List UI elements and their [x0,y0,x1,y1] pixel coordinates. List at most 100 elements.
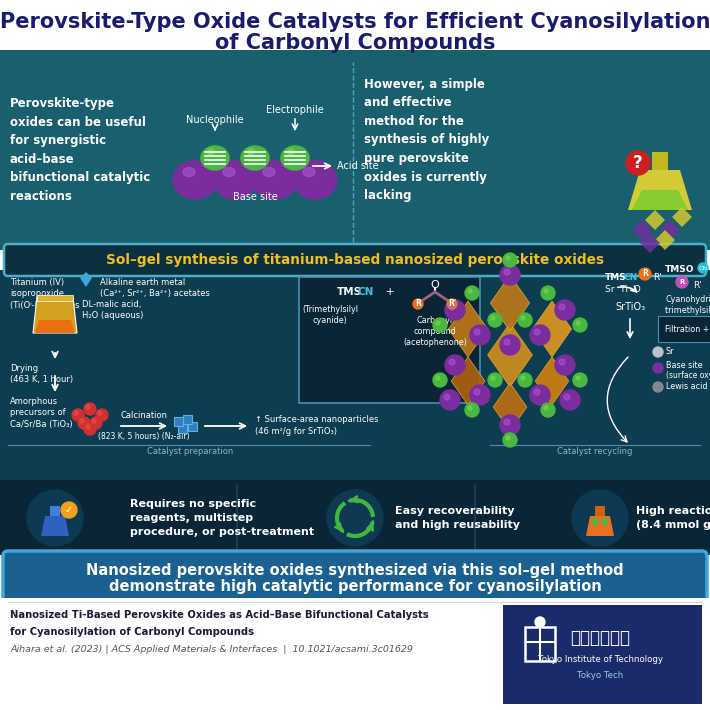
Circle shape [86,425,90,429]
Text: Base site: Base site [233,192,278,202]
Text: CN: CN [624,273,638,283]
Ellipse shape [248,149,254,155]
Circle shape [449,359,455,365]
Circle shape [544,406,548,410]
Text: Calcination: Calcination [121,411,168,420]
Circle shape [96,409,108,421]
Circle shape [576,376,580,380]
Circle shape [576,321,580,325]
Text: Aihara et al. (2023) | ACS Applied Materials & Interfaces  |  10.1021/acsami.3c0: Aihara et al. (2023) | ACS Applied Mater… [10,645,413,655]
Text: ✓: ✓ [65,505,73,515]
Text: (surface oxygen): (surface oxygen) [666,371,710,380]
Polygon shape [672,207,692,227]
Circle shape [573,318,587,332]
Circle shape [74,411,78,415]
Text: Requires no specific
reagents, multistep
procedure, or post-treatment: Requires no specific reagents, multistep… [130,499,314,537]
Polygon shape [645,210,665,230]
Circle shape [449,304,455,310]
Text: (823 K, 5 hours) (N₂-air): (823 K, 5 hours) (N₂-air) [98,432,190,441]
FancyBboxPatch shape [652,152,668,170]
Circle shape [504,419,510,425]
Circle shape [470,385,490,405]
Text: Easy recoverability
and high reusability: Easy recoverability and high reusability [395,506,520,530]
Text: SrTiO₃: SrTiO₃ [615,302,645,312]
FancyBboxPatch shape [0,50,710,250]
Ellipse shape [263,168,275,177]
Polygon shape [35,320,75,333]
Polygon shape [41,516,69,536]
Ellipse shape [201,146,229,170]
Circle shape [530,385,550,405]
Circle shape [470,325,490,345]
Text: Base site: Base site [666,361,703,371]
Text: TMS: TMS [337,287,362,297]
Text: DL-malic acid,
H₂O (aqueous): DL-malic acid, H₂O (aqueous) [82,300,143,320]
FancyBboxPatch shape [50,506,60,516]
FancyBboxPatch shape [187,422,197,430]
Text: Nanosized Ti-Based Perovskite Oxides as Acid–Base Bifunctional Catalysts: Nanosized Ti-Based Perovskite Oxides as … [10,610,429,620]
Text: R: R [642,270,648,278]
Polygon shape [655,230,675,250]
Circle shape [653,382,663,392]
Ellipse shape [213,161,257,199]
Text: R': R' [448,300,456,309]
FancyBboxPatch shape [595,506,605,516]
Text: R: R [415,300,421,309]
Circle shape [653,363,663,373]
Circle shape [626,151,650,175]
FancyBboxPatch shape [37,295,73,301]
Circle shape [500,265,520,285]
Polygon shape [491,275,530,331]
Polygon shape [449,301,488,357]
Circle shape [445,300,465,320]
Polygon shape [586,516,614,536]
Ellipse shape [173,161,217,199]
Ellipse shape [303,168,315,177]
Circle shape [555,300,575,320]
Circle shape [653,347,663,357]
Circle shape [436,376,440,380]
Ellipse shape [293,161,337,199]
Text: Tokyo Institute of Technology: Tokyo Institute of Technology [537,655,662,665]
Polygon shape [493,383,527,431]
Polygon shape [451,357,485,405]
Circle shape [559,359,565,365]
Circle shape [560,390,580,410]
Circle shape [92,419,96,423]
Polygon shape [488,323,532,387]
Circle shape [488,313,502,327]
Text: TMSO: TMSO [665,266,694,275]
Text: 東京工業大学: 東京工業大学 [570,629,630,647]
Circle shape [639,268,651,280]
Circle shape [521,316,525,320]
Circle shape [433,318,447,332]
Polygon shape [640,233,660,253]
Circle shape [518,313,532,327]
Polygon shape [660,220,680,240]
Circle shape [518,373,532,387]
Circle shape [474,329,480,335]
Circle shape [488,373,502,387]
Circle shape [78,417,90,429]
Ellipse shape [183,168,195,177]
FancyBboxPatch shape [299,277,480,403]
Text: Catalyst recycling: Catalyst recycling [557,447,633,457]
Circle shape [559,304,565,310]
Text: ↑ Surface-area nanoparticles: ↑ Surface-area nanoparticles [255,415,378,425]
Circle shape [447,299,457,309]
FancyBboxPatch shape [178,423,187,432]
Text: Acid site: Acid site [337,161,378,171]
Circle shape [72,409,84,421]
Text: Tokyo Tech: Tokyo Tech [577,670,623,679]
Circle shape [541,403,555,417]
Text: of Carbonyl Compounds: of Carbonyl Compounds [214,33,496,53]
Text: for Cyanosilylation of Carbonyl Compounds: for Cyanosilylation of Carbonyl Compound… [10,627,254,637]
Circle shape [90,417,102,429]
Text: CN: CN [358,287,374,297]
Circle shape [555,355,575,375]
Circle shape [504,269,510,275]
FancyBboxPatch shape [658,316,710,342]
Circle shape [86,405,90,409]
Text: CN: CN [699,266,708,271]
Text: Amorphous
precursors of
Ca/Sr/Ba (TiO₃): Amorphous precursors of Ca/Sr/Ba (TiO₃) [10,397,72,429]
